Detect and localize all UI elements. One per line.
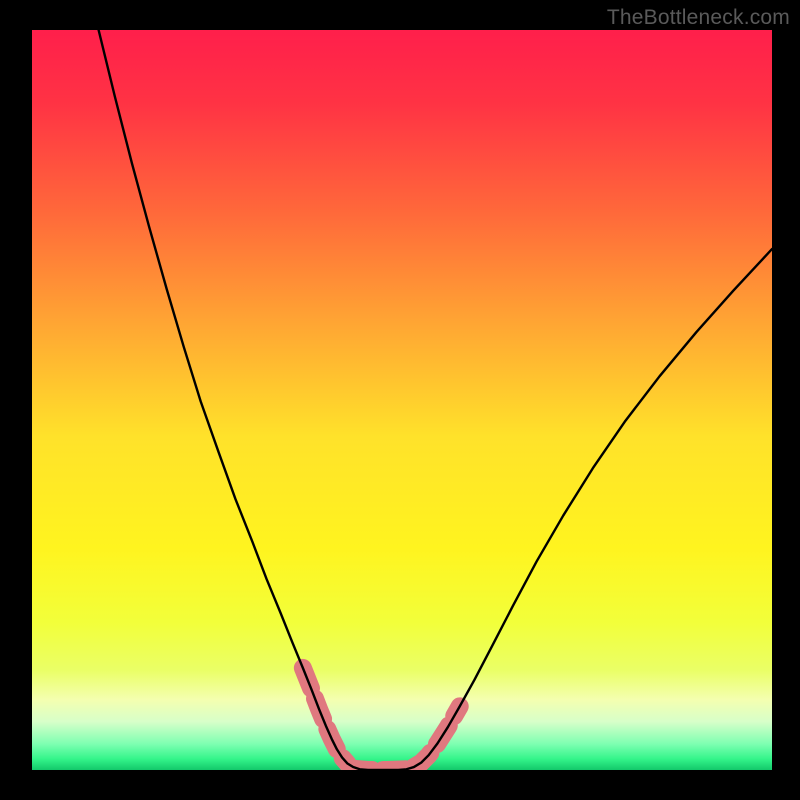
- bottleneck-chart-svg: [0, 0, 800, 800]
- gradient-plot-area: [32, 30, 772, 770]
- watermark-text: TheBottleneck.com: [607, 6, 790, 30]
- chart-container: TheBottleneck.com: [0, 0, 800, 800]
